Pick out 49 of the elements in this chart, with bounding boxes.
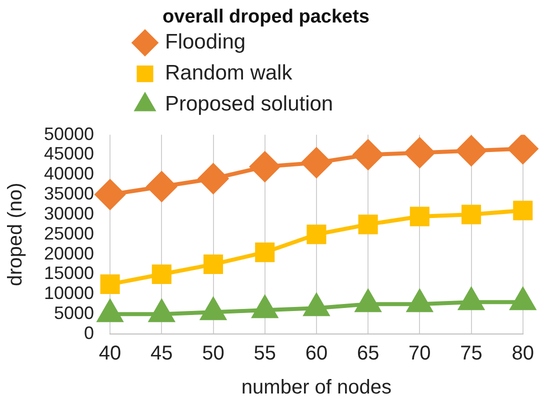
point	[149, 300, 174, 322]
point	[98, 300, 122, 322]
chart-title: overall droped packets	[162, 6, 370, 28]
x-tick-label: 80	[512, 342, 534, 365]
y-tick-label: 25000	[44, 223, 94, 244]
point	[200, 298, 226, 320]
x-tick-label: 55	[254, 342, 276, 365]
x-tick-label: 50	[202, 342, 224, 365]
point	[407, 290, 432, 312]
y-axis-title: droped (no)	[4, 182, 27, 286]
x-tick-label: 65	[356, 342, 380, 365]
x-tick-label: 60	[305, 342, 328, 365]
point	[461, 204, 482, 224]
legend-label: Random walk	[165, 62, 293, 85]
y-tick-label: 20000	[44, 243, 94, 264]
point	[146, 172, 177, 202]
point	[356, 290, 380, 312]
point	[198, 164, 228, 194]
legend-label: Proposed solution	[165, 92, 334, 116]
point	[404, 138, 435, 168]
x-tick-label: 70	[408, 342, 431, 365]
point	[510, 288, 536, 310]
x-tick-label: 75	[460, 342, 482, 365]
y-tick-label: 0	[84, 322, 94, 343]
y-tick-label: 45000	[44, 144, 94, 164]
y-tick-label: 15000	[44, 263, 94, 284]
y-tick-label: 10000	[44, 283, 94, 304]
point	[513, 200, 533, 220]
x-tick-label: 45	[150, 342, 173, 365]
point	[95, 180, 126, 210]
y-tick-label: 40000	[44, 164, 94, 184]
point	[353, 140, 384, 170]
point	[252, 296, 278, 318]
legend-label: Flooding	[165, 30, 246, 54]
point	[458, 288, 484, 310]
point	[306, 224, 326, 244]
point	[508, 134, 538, 164]
y-tick-label: 5000	[54, 303, 94, 324]
point	[358, 214, 378, 234]
point	[301, 148, 332, 178]
y-tick-label: 30000	[44, 203, 94, 224]
point	[410, 206, 430, 226]
point	[456, 136, 486, 166]
x-axis-title: number of nodes	[241, 376, 392, 399]
y-tick-label: 35000	[44, 184, 94, 204]
y-tick-label: 50000	[44, 124, 94, 144]
point	[304, 294, 329, 316]
x-tick-label: 40	[98, 342, 122, 365]
point	[250, 152, 280, 182]
